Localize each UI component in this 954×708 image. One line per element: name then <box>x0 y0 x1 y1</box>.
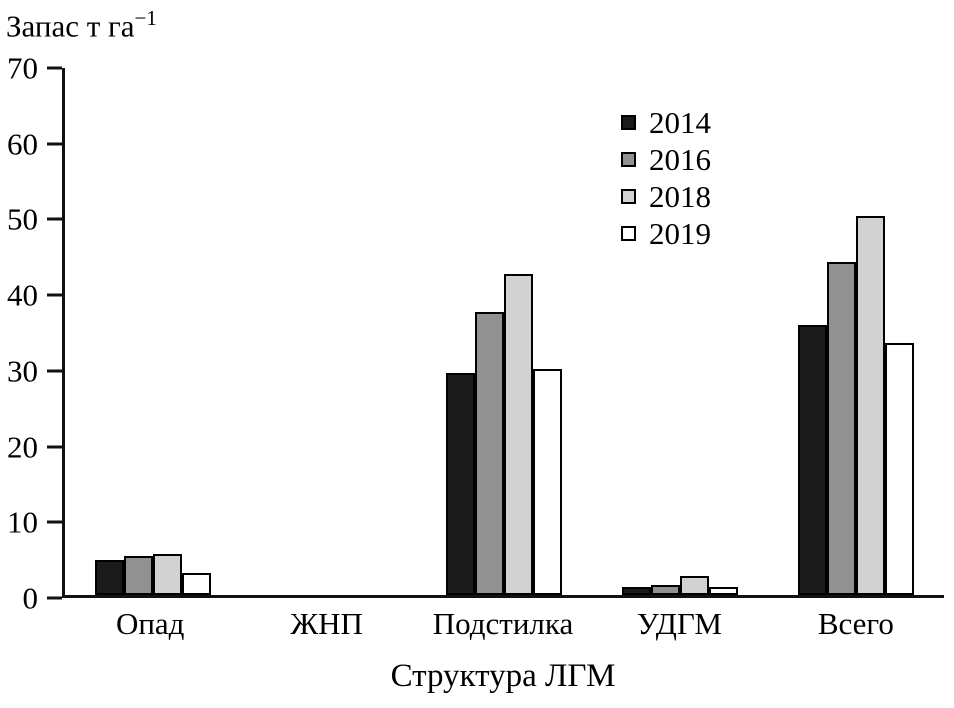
plot-area: 2014 2016 2018 2019 <box>62 68 944 598</box>
bar-2018 <box>152 553 182 595</box>
bar-group-5 <box>768 68 944 595</box>
bar-2014 <box>446 372 476 595</box>
bar-2019 <box>533 369 563 595</box>
bar-2016 <box>475 311 505 595</box>
bar-2019 <box>709 587 739 595</box>
y-axis-title-exponent: −1 <box>134 6 157 30</box>
bar-2014 <box>622 586 652 595</box>
y-tick-mark <box>47 369 62 373</box>
legend-swatch-icon <box>621 115 636 130</box>
y-tick-mark <box>47 596 62 600</box>
y-tick-label: 60 <box>7 126 38 162</box>
y-tick-label: 10 <box>7 504 38 540</box>
x-category-label: Опад <box>115 606 185 641</box>
bar-2016 <box>827 262 857 595</box>
y-tick-mark <box>47 142 62 146</box>
bar-2014 <box>798 325 828 595</box>
legend-swatch-icon <box>621 152 636 167</box>
bar-group-4 <box>592 68 768 595</box>
bar-2019 <box>885 342 915 595</box>
legend-label: 2016 <box>649 141 711 177</box>
bar-2018 <box>504 274 534 595</box>
y-tick-label: 50 <box>7 201 38 237</box>
x-category-label: ЖНП <box>290 606 363 641</box>
y-tick-mark <box>47 520 62 524</box>
x-axis-title: Структура ЛГМ <box>390 658 616 694</box>
x-category-label: Подстилка <box>432 606 574 641</box>
bar-2019 <box>181 573 211 595</box>
bar-2018 <box>680 576 710 595</box>
bar-2016 <box>123 555 153 595</box>
legend-item-2014: 2014 <box>621 104 711 141</box>
bar-group-1 <box>65 68 241 595</box>
bar-2014 <box>94 560 124 595</box>
bar-groups <box>65 68 944 595</box>
x-axis-category-labels: Опад ЖНП Подстилка УДГМ Всего <box>62 606 944 642</box>
bar-2018 <box>856 216 886 595</box>
y-tick-mark <box>47 445 62 449</box>
y-tick-label: 30 <box>7 353 38 389</box>
y-tick-label: 70 <box>7 50 38 86</box>
bar-2016 <box>651 585 681 595</box>
y-tick-label: 40 <box>7 277 38 313</box>
y-tick-mark <box>47 293 62 297</box>
x-category-label: Всего <box>817 606 894 641</box>
legend-label: 2018 <box>649 178 711 214</box>
bar-group-2 <box>241 68 417 595</box>
y-axis-title: Запас т га−1 <box>6 6 157 44</box>
legend-item-2019: 2019 <box>621 215 711 252</box>
legend-swatch-icon <box>621 226 636 241</box>
y-tick-label: 0 <box>22 580 39 616</box>
legend-label: 2014 <box>649 104 711 140</box>
legend-item-2016: 2016 <box>621 141 711 178</box>
legend: 2014 2016 2018 2019 <box>621 104 711 252</box>
x-category-label: УДГМ <box>636 606 722 641</box>
y-axis-title-text: Запас т га <box>6 8 135 44</box>
y-tick-mark <box>47 66 62 70</box>
legend-label: 2019 <box>649 215 711 251</box>
legend-item-2018: 2018 <box>621 178 711 215</box>
y-tick-label: 20 <box>7 429 38 465</box>
y-tick-mark <box>47 217 62 221</box>
legend-swatch-icon <box>621 189 636 204</box>
bar-group-3 <box>417 68 593 595</box>
